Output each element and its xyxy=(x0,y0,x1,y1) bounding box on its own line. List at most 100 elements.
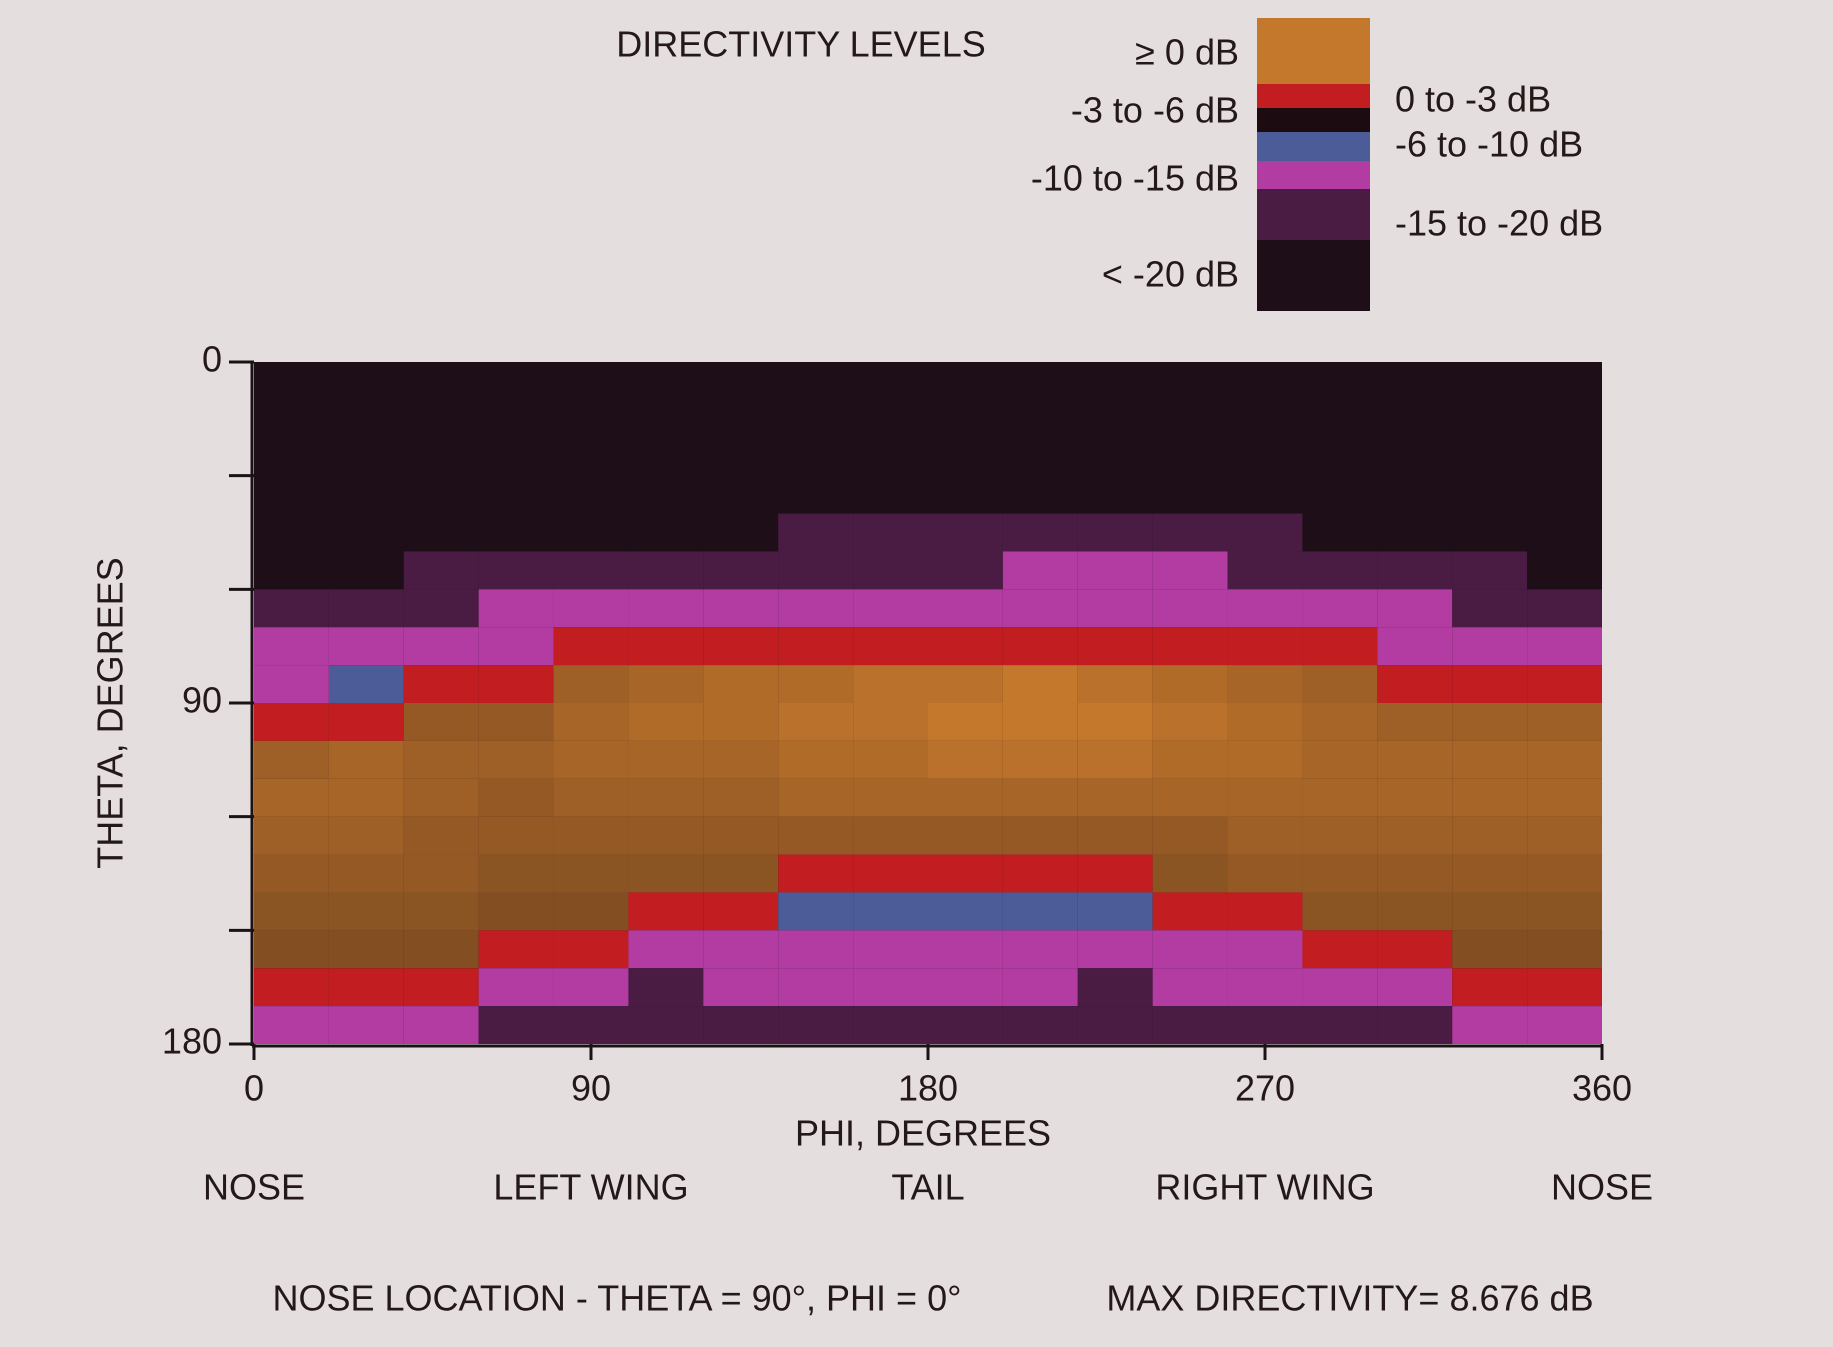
heat-cell xyxy=(928,362,1003,400)
heat-cell xyxy=(1077,968,1153,1007)
heat-cell xyxy=(1077,513,1153,552)
heat-cell xyxy=(1377,854,1453,893)
heat-cell xyxy=(1377,892,1453,931)
heat-cell xyxy=(1077,627,1153,666)
heat-cell xyxy=(1527,513,1602,552)
heat-cell xyxy=(1527,475,1602,514)
heat-cell xyxy=(853,362,928,400)
heat-cell xyxy=(778,740,854,779)
footer-right: MAX DIRECTIVITY= 8.676 dB xyxy=(1106,1278,1593,1319)
heat-cell xyxy=(853,740,928,779)
heat-cell xyxy=(778,589,854,628)
heat-cell xyxy=(1002,475,1078,514)
heat-cell xyxy=(628,740,704,779)
heat-cell xyxy=(778,816,854,855)
heat-cell xyxy=(1527,551,1602,590)
heat-cell xyxy=(478,627,554,666)
heat-cell xyxy=(254,665,329,703)
heat-cell xyxy=(328,778,404,817)
y-axis-title: THETA, DEGREES xyxy=(90,557,131,868)
heat-cell xyxy=(628,703,704,741)
heat-cell xyxy=(1452,816,1528,855)
heat-cell xyxy=(1227,892,1303,931)
heat-cell xyxy=(928,665,1003,703)
heat-cell xyxy=(1152,740,1228,779)
heat-cell xyxy=(553,475,629,514)
heat-cell xyxy=(853,551,928,590)
heat-cell xyxy=(1077,589,1153,628)
heat-cell xyxy=(403,551,479,590)
heat-cell xyxy=(853,513,928,552)
heat-cell xyxy=(1452,513,1528,552)
heat-cell xyxy=(853,778,928,817)
heat-cell xyxy=(853,475,928,514)
heat-cell xyxy=(553,740,629,779)
heat-cell xyxy=(1377,703,1453,741)
region-label: NOSE xyxy=(203,1167,305,1208)
legend-swatch xyxy=(1257,84,1370,108)
heat-cell xyxy=(703,816,779,855)
heat-cell xyxy=(703,437,779,476)
heat-cell xyxy=(553,627,629,666)
legend-swatch xyxy=(1257,240,1370,311)
heat-cell xyxy=(703,627,779,666)
heat-cell xyxy=(853,399,928,438)
heat-cell xyxy=(1152,475,1228,514)
heat-cell xyxy=(628,513,704,552)
heat-cell xyxy=(553,816,629,855)
heat-cell xyxy=(1227,589,1303,628)
heat-cell xyxy=(928,892,1003,931)
heat-cell xyxy=(703,665,779,703)
heat-cell xyxy=(1077,399,1153,438)
heat-cell xyxy=(928,930,1003,969)
heat-cell xyxy=(853,665,928,703)
heat-cell xyxy=(553,854,629,893)
heat-cell xyxy=(553,437,629,476)
legend-label: -6 to -10 dB xyxy=(1395,124,1583,165)
heat-cell xyxy=(1302,627,1378,666)
heat-cell xyxy=(403,778,479,817)
heat-cell xyxy=(1227,399,1303,438)
heat-cell xyxy=(1152,930,1228,969)
heat-cell xyxy=(1002,1006,1078,1044)
heat-cell xyxy=(403,665,479,703)
heat-cell xyxy=(1227,551,1303,590)
heat-cell xyxy=(553,703,629,741)
heat-cell xyxy=(1002,399,1078,438)
heat-cell xyxy=(328,740,404,779)
heat-cell xyxy=(1077,551,1153,590)
heat-cell xyxy=(853,854,928,893)
heat-cell xyxy=(1452,968,1528,1007)
heat-cell xyxy=(1302,513,1378,552)
heat-cell xyxy=(403,399,479,438)
heat-cell xyxy=(1152,854,1228,893)
heat-cell xyxy=(1302,778,1378,817)
heat-cell xyxy=(328,816,404,855)
heat-cell xyxy=(254,437,329,476)
heat-cell xyxy=(254,1006,329,1044)
heat-cell xyxy=(1377,930,1453,969)
heat-cell xyxy=(254,399,329,438)
heat-cell xyxy=(1077,1006,1153,1044)
heat-cell xyxy=(1152,665,1228,703)
heat-cell xyxy=(1377,513,1453,552)
heat-cell xyxy=(1077,740,1153,779)
heat-cell xyxy=(1227,778,1303,817)
heat-cell xyxy=(254,475,329,514)
heat-cell xyxy=(703,740,779,779)
heat-cell xyxy=(1152,892,1228,931)
heat-cell xyxy=(1077,816,1153,855)
heat-cell xyxy=(703,968,779,1007)
heat-cell xyxy=(628,551,704,590)
heat-cell xyxy=(1527,892,1602,931)
x-tick-label: 180 xyxy=(898,1068,958,1109)
heat-cell xyxy=(1302,740,1378,779)
heat-cell xyxy=(1077,362,1153,400)
heat-cell xyxy=(1077,437,1153,476)
heat-cell xyxy=(403,475,479,514)
heat-cell xyxy=(478,399,554,438)
heat-cell xyxy=(328,665,404,703)
heat-cell xyxy=(703,854,779,893)
heat-cell xyxy=(928,740,1003,779)
